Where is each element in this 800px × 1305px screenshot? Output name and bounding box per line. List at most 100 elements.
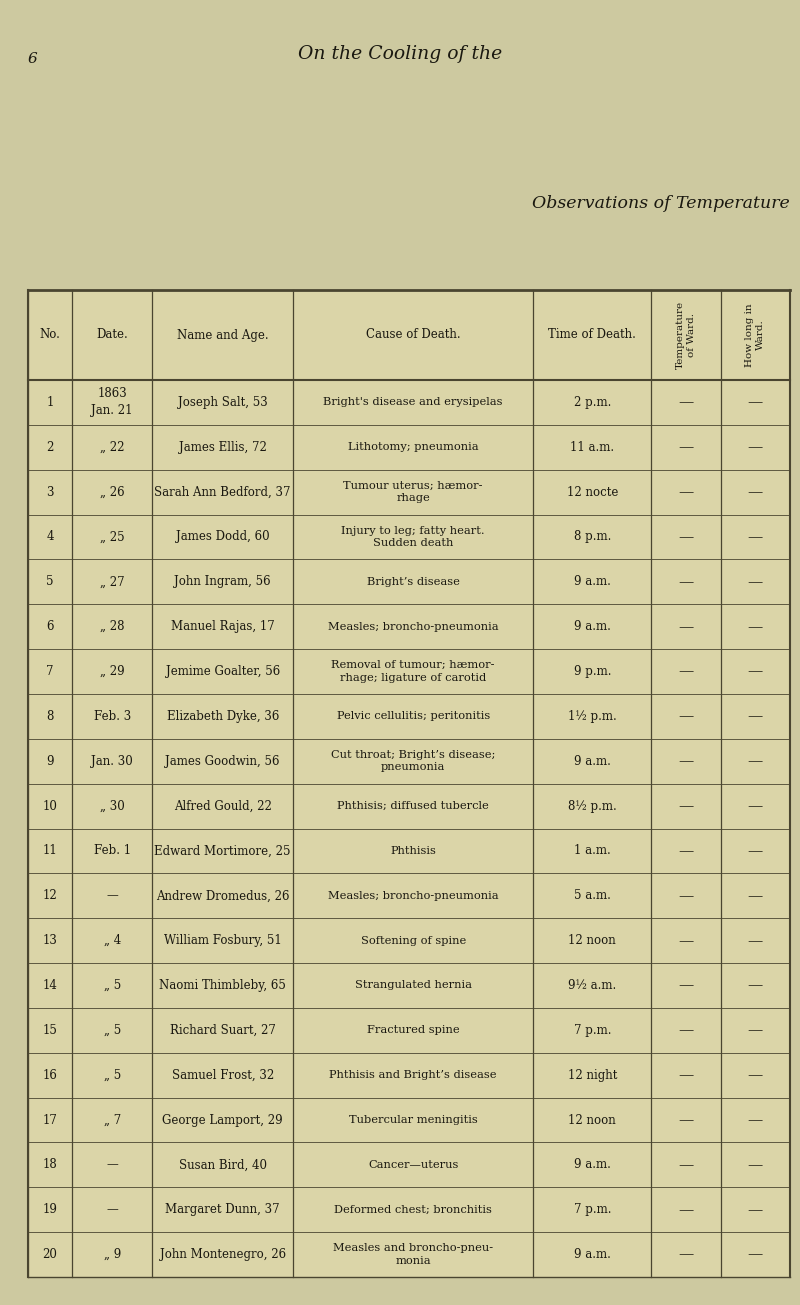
Text: 12: 12: [42, 889, 58, 902]
Text: 14: 14: [42, 979, 58, 992]
Text: James Dodd, 60: James Dodd, 60: [176, 530, 270, 543]
Text: —: —: [678, 754, 694, 769]
Text: Manuel Rajas, 17: Manuel Rajas, 17: [171, 620, 274, 633]
Text: —: —: [678, 979, 694, 993]
Text: No.: No.: [40, 329, 61, 342]
Text: 20: 20: [42, 1248, 58, 1261]
Text: „ 5: „ 5: [103, 979, 121, 992]
Text: 17: 17: [42, 1113, 58, 1126]
Text: —: —: [678, 1069, 694, 1082]
Text: 1½ p.m.: 1½ p.m.: [568, 710, 617, 723]
Text: Bright's disease and erysipelas: Bright's disease and erysipelas: [323, 398, 503, 407]
Text: —: —: [748, 1023, 763, 1037]
Text: Bright’s disease: Bright’s disease: [366, 577, 460, 587]
Text: Tumour uterus; hæmor-
rhage: Tumour uterus; hæmor- rhage: [343, 482, 483, 504]
Text: —: —: [748, 933, 763, 947]
Text: 5: 5: [46, 576, 54, 589]
Text: 9 p.m.: 9 p.m.: [574, 666, 611, 679]
Text: 19: 19: [42, 1203, 58, 1216]
Text: Jemime Goalter, 56: Jemime Goalter, 56: [166, 666, 280, 679]
Text: 8: 8: [46, 710, 54, 723]
Text: 15: 15: [42, 1024, 58, 1037]
Text: 1863
Jan. 21: 1863 Jan. 21: [91, 388, 133, 418]
Text: 11: 11: [42, 844, 58, 857]
Text: Phthisis; diffused tubercle: Phthisis; diffused tubercle: [338, 801, 489, 812]
Text: —: —: [678, 1113, 694, 1128]
Text: 2 p.m.: 2 p.m.: [574, 395, 611, 408]
Text: 10: 10: [42, 800, 58, 813]
Text: Deformed chest; bronchitis: Deformed chest; bronchitis: [334, 1205, 492, 1215]
Text: —: —: [678, 620, 694, 634]
Text: Removal of tumour; hæmor-
rhage; ligature of carotid: Removal of tumour; hæmor- rhage; ligatur…: [331, 660, 495, 683]
Text: Cause of Death.: Cause of Death.: [366, 329, 461, 342]
Bar: [28, 290, 790, 1278]
Text: „ 30: „ 30: [100, 800, 125, 813]
Text: Date.: Date.: [96, 329, 128, 342]
Text: 12 noon: 12 noon: [568, 934, 616, 947]
Text: —: —: [678, 664, 694, 679]
Text: 9 a.m.: 9 a.m.: [574, 754, 610, 767]
Text: Measles; broncho-pneumonia: Measles; broncho-pneumonia: [328, 621, 498, 632]
Text: Edward Mortimore, 25: Edward Mortimore, 25: [154, 844, 291, 857]
Text: —: —: [106, 889, 118, 902]
Text: —: —: [678, 710, 694, 723]
Text: —: —: [748, 844, 763, 857]
Text: —: —: [748, 395, 763, 410]
Text: Alfred Gould, 22: Alfred Gould, 22: [174, 800, 272, 813]
Text: „ 29: „ 29: [100, 666, 125, 679]
Text: 2: 2: [46, 441, 54, 454]
Text: —: —: [748, 889, 763, 903]
Text: 9: 9: [46, 754, 54, 767]
Text: —: —: [748, 530, 763, 544]
Text: 11 a.m.: 11 a.m.: [570, 441, 614, 454]
Text: —: —: [748, 574, 763, 589]
Text: —: —: [748, 710, 763, 723]
Text: Cut throat; Bright’s disease;
pneumonia: Cut throat; Bright’s disease; pneumonia: [331, 750, 495, 773]
Text: „ 5: „ 5: [103, 1069, 121, 1082]
Text: —: —: [678, 889, 694, 903]
Text: Injury to leg; fatty heart.
Sudden death: Injury to leg; fatty heart. Sudden death: [342, 526, 485, 548]
Text: Susan Bird, 40: Susan Bird, 40: [178, 1159, 266, 1172]
Text: 4: 4: [46, 530, 54, 543]
Text: 16: 16: [42, 1069, 58, 1082]
Text: „ 25: „ 25: [100, 530, 125, 543]
Text: —: —: [678, 799, 694, 813]
Text: „ 28: „ 28: [100, 620, 125, 633]
Text: —: —: [678, 844, 694, 857]
Text: —: —: [678, 485, 694, 499]
Text: —: —: [748, 440, 763, 454]
Text: On the Cooling of the: On the Cooling of the: [298, 44, 502, 63]
Text: 5 a.m.: 5 a.m.: [574, 889, 610, 902]
Text: Lithotomy; pneumonia: Lithotomy; pneumonia: [348, 442, 478, 453]
Text: 12 nocte: 12 nocte: [566, 485, 618, 499]
Text: 7 p.m.: 7 p.m.: [574, 1024, 611, 1037]
Text: —: —: [748, 1248, 763, 1262]
Text: —: —: [748, 1113, 763, 1128]
Text: —: —: [678, 1248, 694, 1262]
Text: Measles; broncho-pneumonia: Measles; broncho-pneumonia: [328, 891, 498, 900]
Text: Feb. 3: Feb. 3: [94, 710, 131, 723]
Text: —: —: [106, 1203, 118, 1216]
Text: 9 a.m.: 9 a.m.: [574, 1159, 610, 1172]
Text: —: —: [748, 979, 763, 993]
Text: —: —: [678, 1158, 694, 1172]
Text: Joseph Salt, 53: Joseph Salt, 53: [178, 395, 267, 408]
Text: —: —: [678, 933, 694, 947]
Text: 1: 1: [46, 395, 54, 408]
Text: Richard Suart, 27: Richard Suart, 27: [170, 1024, 276, 1037]
Text: „ 7: „ 7: [103, 1113, 121, 1126]
Text: Cancer—uterus: Cancer—uterus: [368, 1160, 458, 1169]
Text: James Goodwin, 56: James Goodwin, 56: [166, 754, 280, 767]
Text: „ 22: „ 22: [100, 441, 125, 454]
Text: 18: 18: [42, 1159, 58, 1172]
Text: Temperature
of Ward.: Temperature of Ward.: [676, 301, 696, 369]
Text: 7 p.m.: 7 p.m.: [574, 1203, 611, 1216]
Text: —: —: [748, 620, 763, 634]
Text: —: —: [748, 485, 763, 499]
Text: 9 a.m.: 9 a.m.: [574, 576, 610, 589]
Text: Sarah Ann Bedford, 37: Sarah Ann Bedford, 37: [154, 485, 291, 499]
Text: 8 p.m.: 8 p.m.: [574, 530, 611, 543]
Text: —: —: [678, 530, 694, 544]
Text: Tubercular meningitis: Tubercular meningitis: [349, 1114, 478, 1125]
Text: 12 noon: 12 noon: [568, 1113, 616, 1126]
